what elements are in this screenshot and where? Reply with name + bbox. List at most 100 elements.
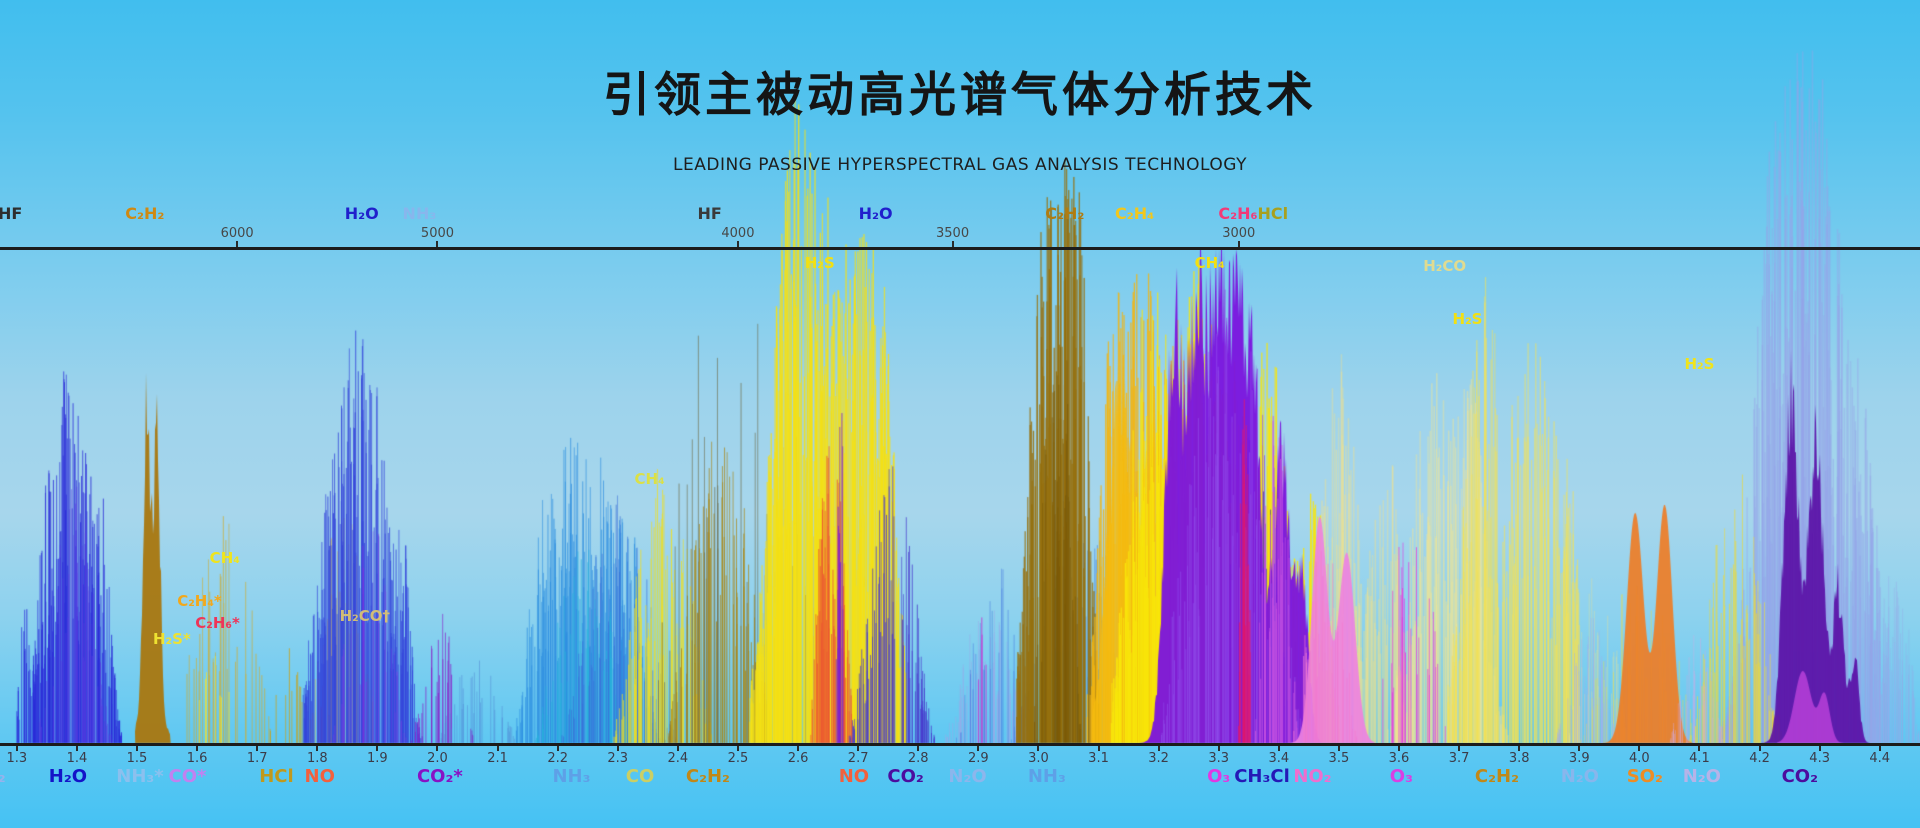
bottom-axis-tick (1337, 746, 1340, 751)
bottom-axis-tick (1758, 746, 1761, 751)
bottom-axis-tick-label: 3.1 (1088, 751, 1109, 766)
bottom-axis-tick (1458, 746, 1461, 751)
top-axis-tick-label: 4000 (721, 226, 755, 241)
bottom-axis-tick-label: 3.8 (1508, 751, 1530, 766)
page-title: 引领主被动高光谱气体分析技术 (603, 68, 1317, 123)
bottom-axis-tick (1397, 746, 1400, 751)
gas-label-bottom: N₂O (1560, 766, 1599, 787)
bottom-axis-tick-label: 2.4 (667, 751, 689, 766)
bottom-axis-tick-label: 3.6 (1388, 751, 1410, 766)
top-axis-tick-label: 3500 (936, 226, 970, 241)
bottom-axis-tick (1097, 746, 1100, 751)
bottom-axis-tick (316, 746, 319, 751)
bottom-axis-tick-label: 1.6 (186, 751, 208, 766)
gas-label-bottom: NO (838, 766, 870, 787)
bottom-axis-line (0, 743, 1920, 746)
gas-label-top: NH₃ (402, 204, 437, 223)
gas-label-bottom: CH₃Cl (1234, 766, 1290, 787)
gas-label-mid: H₂S (804, 254, 835, 272)
top-axis-line (0, 247, 1920, 250)
top-axis-tick (951, 241, 954, 247)
bottom-axis-tick-label: 3.0 (1028, 751, 1049, 766)
top-axis-tick-label: 5000 (420, 226, 455, 241)
gas-label-bottom: SO₂ (1626, 766, 1663, 787)
bottom-axis-tick (256, 746, 259, 751)
top-axis-tick-label: 6000 (220, 226, 254, 241)
gas-label-bottom: H₂O (48, 766, 88, 787)
bottom-axis-tick-label: 1.7 (246, 751, 268, 766)
gas-label-bottom: O₂ (0, 766, 6, 787)
bottom-axis-tick-label: 1.5 (126, 751, 148, 766)
bottom-axis-tick-label: 3.4 (1268, 751, 1290, 766)
bottom-axis-tick (1277, 746, 1280, 751)
gas-label-bottom: HCl (259, 766, 294, 787)
gas-label-mid: CH₄ (634, 470, 665, 488)
bottom-axis-tick-label: 3.3 (1208, 751, 1230, 766)
bottom-axis-tick (676, 746, 679, 751)
bottom-axis-tick (1878, 746, 1881, 751)
gas-label-top: H₂O (344, 204, 379, 223)
top-axis-tick (736, 241, 739, 247)
bottom-axis-tick (436, 746, 439, 751)
bottom-axis-tick-label: 4.0 (1629, 751, 1650, 766)
bottom-axis-tick-label: 1.4 (66, 751, 88, 766)
bottom-axis-tick (857, 746, 860, 751)
bottom-axis-tick-label: 2.8 (907, 751, 929, 766)
bottom-axis-tick-label: 4.4 (1869, 751, 1891, 766)
gas-label-bottom: NO (304, 766, 335, 787)
gas-label-top: HF (697, 204, 722, 223)
bottom-axis-tick-label: 2.6 (787, 751, 809, 766)
gas-label-bottom: NH₃ (1027, 766, 1066, 787)
gas-label-bottom: N₂O (948, 766, 987, 787)
bottom-axis-tick-label: 2.0 (427, 751, 448, 766)
gas-label-bottom: NH₃* (116, 766, 164, 787)
gas-label-mid: H₂S (1452, 310, 1483, 328)
gas-label-mid: C₂H₆* (195, 614, 240, 632)
gas-label-bottom: O₃ (1207, 766, 1231, 787)
top-axis-tick (1237, 241, 1240, 247)
bottom-axis-tick (196, 746, 199, 751)
bottom-axis-tick-label: 4.1 (1689, 751, 1710, 766)
bottom-axis-tick (136, 746, 138, 751)
gas-label-top: C₂H₆ (1218, 204, 1258, 223)
top-axis-tick (436, 241, 439, 247)
gas-label-mid: C₂H₄* (177, 592, 222, 610)
bottom-axis-tick-label: 2.1 (487, 751, 508, 766)
bottom-axis-tick-label: 3.2 (1148, 751, 1169, 766)
bottom-axis-tick (797, 746, 800, 751)
bottom-axis-tick (75, 746, 78, 751)
gas-label-top: H₂O (858, 204, 893, 223)
bottom-axis-tick (977, 746, 980, 751)
bottom-axis-tick (376, 746, 379, 751)
bottom-axis-tick (1698, 746, 1701, 751)
gas-label-bottom: CO₂* (416, 766, 463, 787)
gas-label-mid: H₂S (1684, 355, 1715, 373)
bottom-axis-tick (736, 746, 739, 751)
gas-label-bottom: O₃ (1389, 766, 1413, 787)
gas-label-top: HF (0, 204, 23, 223)
bottom-axis-tick-label: 3.7 (1448, 751, 1470, 766)
bottom-axis-tick-label: 3.9 (1568, 751, 1590, 766)
gas-label-top: C₂H₂ (1045, 204, 1085, 223)
bottom-axis-tick (1818, 746, 1821, 751)
gas-label-mid: CH₄ (209, 549, 240, 567)
bottom-axis-tick-label: 1.8 (306, 751, 328, 766)
gas-label-bottom: CO (625, 766, 655, 787)
bottom-axis-tick (616, 746, 619, 751)
bottom-axis-tick (1217, 746, 1220, 751)
bottom-axis-tick (15, 746, 18, 751)
bottom-axis-tick-label: 1.9 (367, 751, 388, 766)
bottom-axis-tick-label: 2.7 (847, 751, 869, 766)
bottom-axis-tick (917, 746, 920, 751)
gas-label-bottom: C₂H₂ (685, 766, 730, 787)
gas-label-mid: H₂S* (152, 630, 191, 648)
gas-label-mid: H₂CO† (339, 607, 390, 625)
bottom-axis-tick (1638, 746, 1641, 751)
gas-label-bottom: NO₂ (1293, 766, 1332, 787)
bottom-axis-tick-label: 4.3 (1809, 751, 1830, 766)
gas-label-top: HCl (1257, 204, 1289, 223)
gas-label-bottom: CO₂ (887, 766, 924, 787)
top-axis-tick-label: 3000 (1222, 226, 1256, 241)
